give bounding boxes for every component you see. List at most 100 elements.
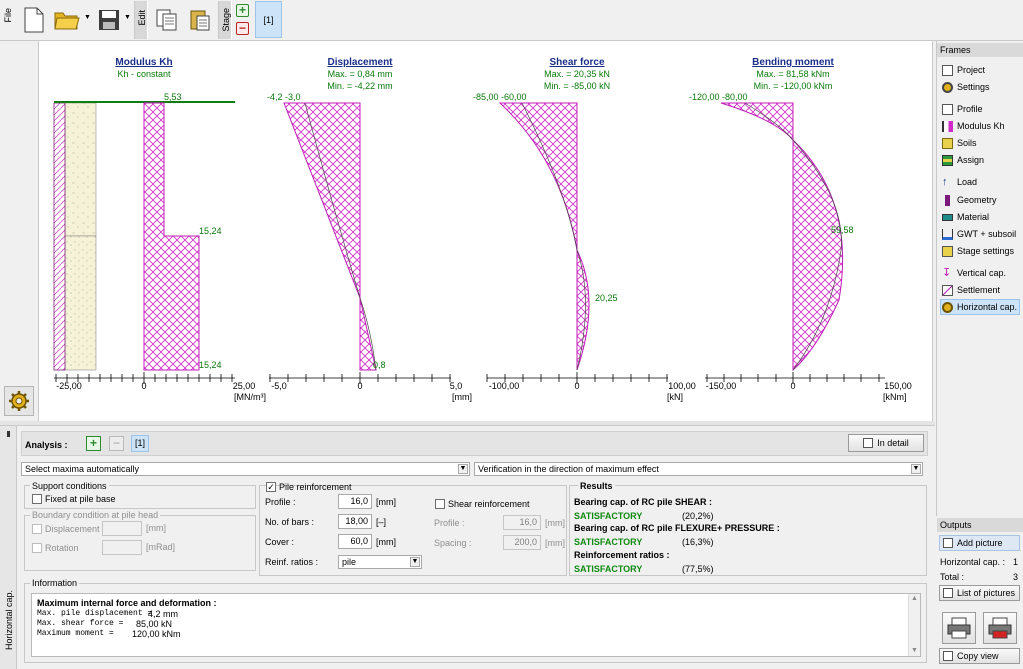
displacement-input[interactable] [102,521,142,536]
shear-tick-zero: 0 [574,381,579,391]
fixed-at-base-label: Fixed at pile base [45,494,116,504]
moment-diagram [720,102,844,372]
horizontal-cap-count-label: Horizontal cap. : [940,557,1006,567]
info-scrollbar[interactable]: ▲ ▼ [908,594,920,656]
info-line-shear-label: Max. shear force = [37,619,124,628]
frame-gwt-subsoil[interactable]: GWT + subsoil [942,226,1016,242]
modulus-kh-chart: Modulus Kh Kh - constant 5,53 15,24 15,2… [53,57,266,402]
paste-data-button[interactable] [185,4,215,36]
scroll-down-icon[interactable]: ▼ [911,647,918,654]
frame-modulus-kh[interactable]: Modulus Kh [942,118,1005,134]
frame-stage-settings[interactable]: Stage settings [942,243,1014,259]
rotation-unit: [mRad] [146,542,176,552]
open-dropdown-arrow[interactable]: ▼ [84,14,91,21]
copy-data-button[interactable] [152,4,182,36]
result-shear-title: Bearing cap. of RC pile SHEAR : [574,497,713,507]
open-file-button[interactable] [52,4,82,36]
rotation-checkbox[interactable] [32,543,42,553]
copy-view-icon [943,651,953,661]
frame-settings[interactable]: Settings [942,79,990,95]
analysis-1-tab[interactable]: [1] [131,435,149,452]
fixed-at-base-checkbox[interactable] [32,494,42,504]
soil-layer-upper [64,102,97,237]
reinf-ratios-dropdown[interactable]: pile ▼ [338,555,422,569]
displacement-tick-max: 5,0 [450,381,463,391]
printer-icon [947,617,971,639]
edit-menu-label[interactable]: Edit [137,10,147,26]
total-count-value: 3 [1013,572,1019,582]
info-line-displacement-label: Max. pile displacement = [37,609,153,618]
spacing-input[interactable]: 200,0 [503,535,541,550]
chevron-down-icon: ▼ [410,557,420,567]
frame-geometry[interactable]: Geometry [942,192,997,208]
remove-analysis-button[interactable]: − [109,436,124,451]
frame-material[interactable]: Material [942,209,989,225]
frames-panel [936,41,1023,516]
list-of-pictures-button[interactable]: List of pictures [939,585,1020,601]
cover-input[interactable]: 60,0 [338,534,372,549]
moment-min: Min. = -120,00 kNm [754,81,833,91]
bottom-side-tab[interactable] [0,426,17,669]
moment-tick-max: 150,00 [884,381,912,391]
pile-reinforcement-checkbox[interactable]: ✓ [266,482,276,492]
geometry-icon [945,194,950,206]
settings-gear-icon [942,81,953,93]
drawing-settings-button[interactable] [4,386,34,416]
shear-max: Max. = 20,35 kN [544,69,610,79]
frames-header: Frames [937,43,1023,57]
vertical-cap-icon: ↧ [942,266,952,279]
displacement-val-top: -4,2 -3,0 [267,92,301,102]
reinf-ratios-label: Reinf. ratios : [265,557,319,567]
shear-min: Min. = -85,00 kN [544,81,610,91]
frame-settlement[interactable]: Settlement [942,282,1000,298]
assign-icon [942,154,953,166]
result-shear-value: (20,2%) [682,511,714,521]
displacement-checkbox[interactable] [32,524,42,534]
shear-reinforcement-checkbox[interactable] [435,499,445,509]
stage-menu-label[interactable]: Stage [221,8,231,32]
frame-vertical-cap[interactable]: ↧ Vertical cap. [942,266,1007,279]
save-dropdown-arrow[interactable]: ▼ [124,14,131,21]
frame-soils[interactable]: Soils [942,135,977,151]
modulus-val-mid: 15,24 [199,226,222,236]
add-stage-button[interactable]: + [236,4,249,17]
new-file-button[interactable] [19,4,49,36]
frame-load[interactable]: ↑ Load [942,175,978,188]
drawing-canvas: Modulus Kh Kh - constant 5,53 15,24 15,2… [38,41,933,421]
shear-title: Shear force [549,57,604,68]
add-picture-button[interactable]: Add picture [939,535,1020,551]
displacement-tick-min: -5,0 [271,381,287,391]
remove-stage-button[interactable]: − [236,22,249,35]
print-button[interactable] [942,612,976,644]
displacement-max: Max. = 0,84 mm [328,69,393,79]
displacement-val-bot: 0,8 [373,360,386,370]
print-export-button[interactable] [983,612,1017,644]
shear-profile-unit: [mm] [545,518,565,528]
results-title: Results [578,481,615,491]
paste-icon [190,10,210,31]
copy-view-button[interactable]: Copy view [939,648,1020,664]
save-file-button[interactable] [94,4,124,36]
profile-input[interactable]: 16,0 [338,494,372,509]
frame-project[interactable]: Project [942,62,985,78]
result-flexure-value: (16,3%) [682,537,714,547]
shear-reinforcement-label: Shear reinforcement [448,499,530,509]
frame-profile[interactable]: Profile [942,101,983,117]
support-conditions-title: Support conditions [30,481,109,491]
frame-assign[interactable]: Assign [942,152,984,168]
new-file-icon [24,7,44,33]
profile-icon [942,103,953,115]
bars-input[interactable]: 18,00 [338,514,372,529]
file-menu-label[interactable]: File [3,8,13,23]
frame-horizontal-cap[interactable]: Horizontal cap. [940,299,1020,315]
scroll-up-icon[interactable]: ▲ [911,595,918,602]
top-toolbar: File ▼ ▼ Edit Stage + − [1] [0,0,1023,41]
information-textbox[interactable]: ▲ ▼ Maximum internal force and deformati… [31,593,921,657]
rotation-input[interactable] [102,540,142,555]
verification-direction-dropdown[interactable]: Verification in the direction of maximum… [474,462,923,476]
select-maxima-dropdown[interactable]: Select maxima automatically ▼ [21,462,470,476]
in-detail-button[interactable]: In detail [848,434,924,452]
add-analysis-button[interactable]: + [86,436,101,451]
shear-profile-input[interactable]: 16,0 [503,515,541,530]
stage-1-tab[interactable]: [1] [255,1,282,38]
